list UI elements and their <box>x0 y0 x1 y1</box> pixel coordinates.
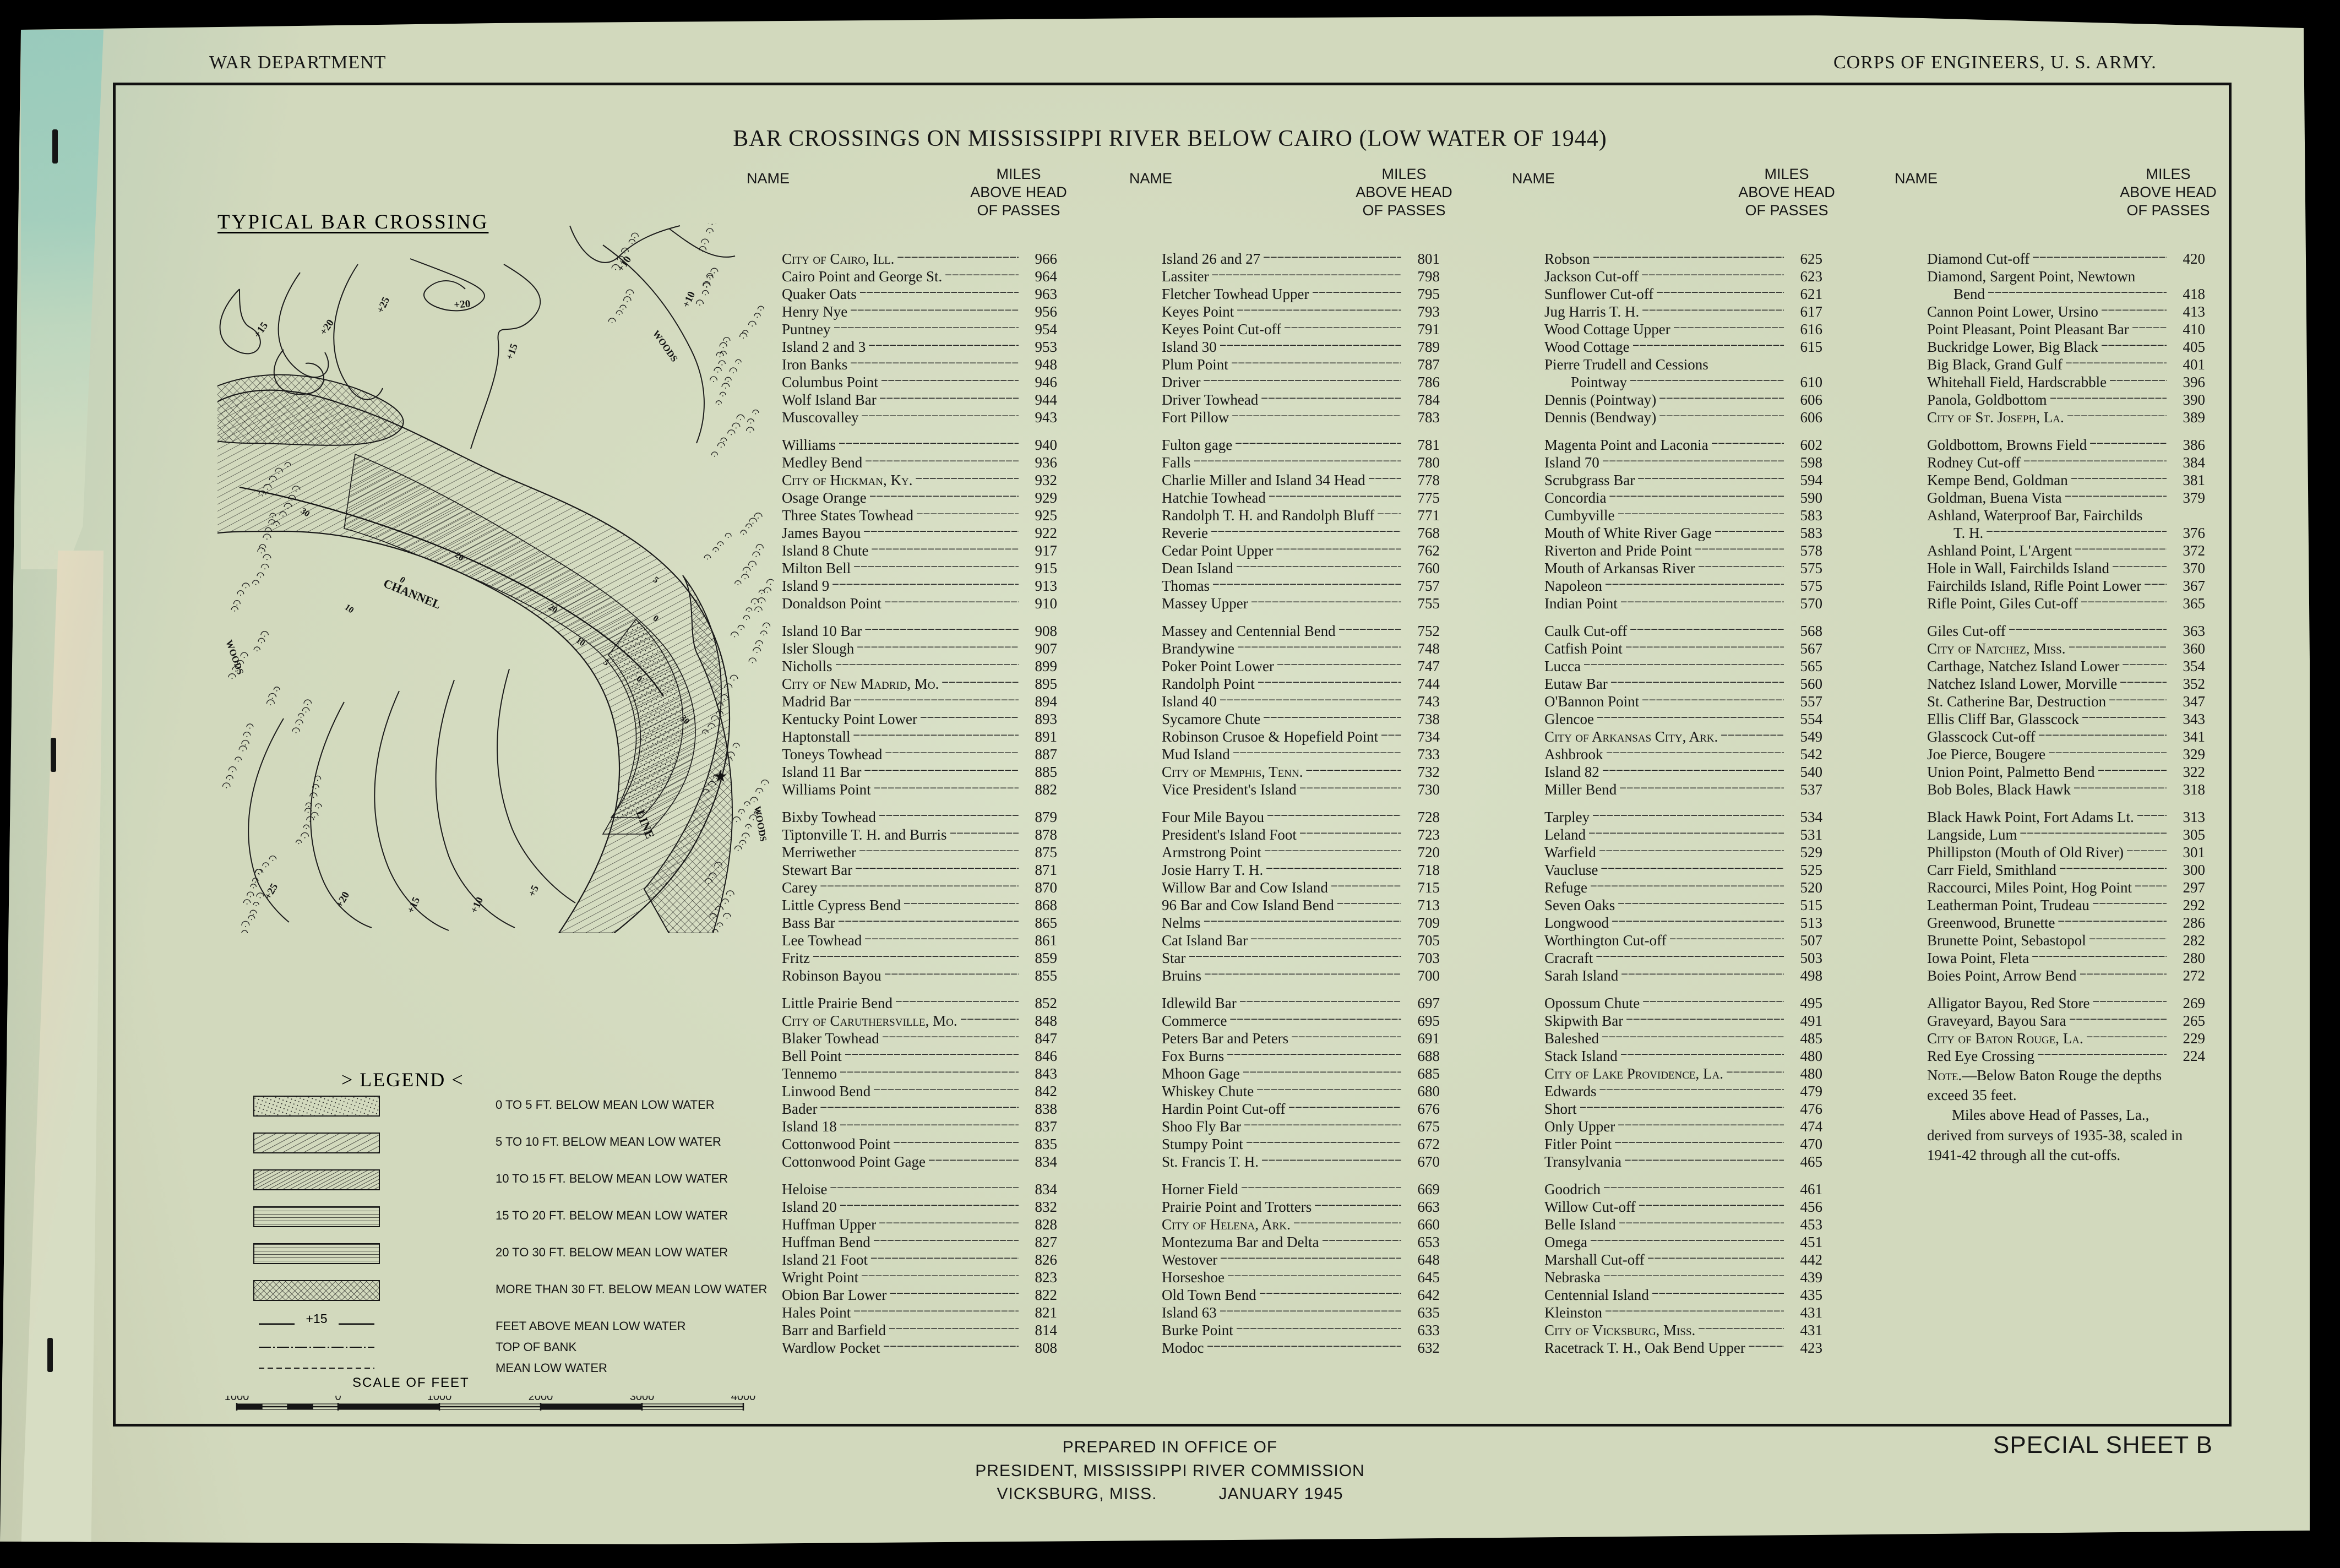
svg-text:+15: +15 <box>306 1311 327 1326</box>
svg-text:1000: 1000 <box>427 1396 452 1403</box>
svg-text:+25: +25 <box>262 881 280 901</box>
svg-text:2000: 2000 <box>529 1396 553 1403</box>
svg-text:+25: +25 <box>374 295 392 315</box>
svg-text:4000: 4000 <box>731 1396 756 1403</box>
svg-text:+20: +20 <box>454 298 471 311</box>
svg-text:WOODS: WOODS <box>651 328 680 363</box>
svg-text:1000: 1000 <box>225 1396 249 1403</box>
svg-text:+15: +15 <box>504 342 520 361</box>
svg-text:WOODS: WOODS <box>224 639 246 676</box>
svg-text:0: 0 <box>335 1396 341 1403</box>
svg-text:+20: +20 <box>334 890 352 910</box>
svg-text:+5: +5 <box>526 884 541 899</box>
svg-text:CHANNEL: CHANNEL <box>382 576 443 611</box>
svg-text:+10: +10 <box>468 895 486 915</box>
svg-text:10: 10 <box>343 602 356 615</box>
svg-text:+15: +15 <box>252 320 270 340</box>
svg-text:WOODS: WOODS <box>752 805 769 842</box>
svg-text:+10: +10 <box>680 290 698 309</box>
svg-text:3000: 3000 <box>630 1396 655 1403</box>
svg-text:★: ★ <box>713 767 728 786</box>
